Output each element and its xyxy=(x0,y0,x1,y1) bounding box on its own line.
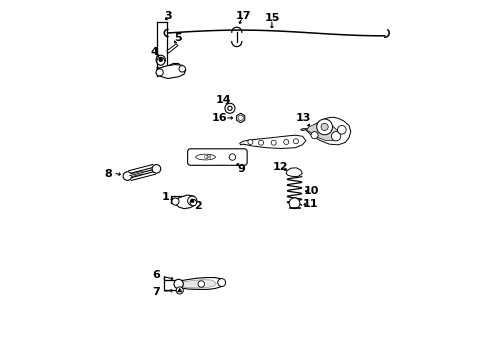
Polygon shape xyxy=(172,195,196,209)
Circle shape xyxy=(228,106,232,111)
Circle shape xyxy=(156,69,163,76)
Circle shape xyxy=(188,196,197,206)
Text: 4: 4 xyxy=(151,47,159,57)
Circle shape xyxy=(289,198,300,209)
Circle shape xyxy=(179,66,186,72)
Circle shape xyxy=(156,55,166,64)
Polygon shape xyxy=(156,64,186,78)
Circle shape xyxy=(294,139,298,144)
Text: 10: 10 xyxy=(304,186,319,196)
Circle shape xyxy=(174,279,183,289)
Circle shape xyxy=(176,287,183,294)
Circle shape xyxy=(225,103,235,113)
Text: 7: 7 xyxy=(152,287,160,297)
Circle shape xyxy=(123,172,132,180)
Circle shape xyxy=(159,58,163,62)
Text: 9: 9 xyxy=(238,163,245,174)
Text: 6: 6 xyxy=(152,270,160,280)
Text: 11: 11 xyxy=(303,199,318,210)
Circle shape xyxy=(248,139,253,144)
Polygon shape xyxy=(167,44,178,53)
Circle shape xyxy=(191,199,194,203)
Circle shape xyxy=(218,279,225,287)
Circle shape xyxy=(198,281,204,287)
Text: 5: 5 xyxy=(174,33,181,43)
Circle shape xyxy=(271,140,276,145)
Circle shape xyxy=(311,132,318,139)
Circle shape xyxy=(157,57,165,65)
Text: 15: 15 xyxy=(264,13,280,23)
Polygon shape xyxy=(180,280,216,288)
Polygon shape xyxy=(176,278,223,289)
Polygon shape xyxy=(237,113,245,123)
Circle shape xyxy=(321,123,328,131)
Polygon shape xyxy=(307,123,338,140)
Circle shape xyxy=(190,199,196,206)
Text: 1: 1 xyxy=(162,192,169,202)
Text: 3: 3 xyxy=(165,11,172,21)
Circle shape xyxy=(317,119,333,135)
Text: 17: 17 xyxy=(236,11,252,21)
Text: 12: 12 xyxy=(273,162,289,172)
Circle shape xyxy=(338,126,346,134)
Text: 2: 2 xyxy=(194,201,201,211)
Circle shape xyxy=(284,139,289,144)
Text: 8: 8 xyxy=(104,168,112,179)
Text: 16: 16 xyxy=(211,113,227,123)
Text: GM: GM xyxy=(203,154,211,159)
Polygon shape xyxy=(286,168,302,176)
Circle shape xyxy=(259,140,264,145)
Circle shape xyxy=(229,154,236,160)
Polygon shape xyxy=(157,63,180,76)
FancyBboxPatch shape xyxy=(188,149,247,165)
Text: 14: 14 xyxy=(216,95,231,105)
Circle shape xyxy=(331,132,341,141)
Polygon shape xyxy=(177,288,182,292)
Circle shape xyxy=(172,198,179,205)
Polygon shape xyxy=(240,135,306,148)
Polygon shape xyxy=(300,117,351,145)
Circle shape xyxy=(152,165,161,173)
Text: 13: 13 xyxy=(296,113,311,123)
